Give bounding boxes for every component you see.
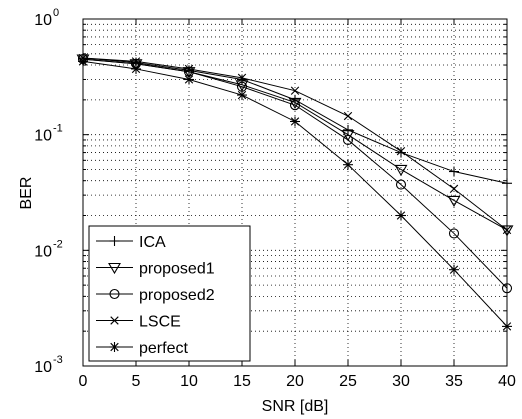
y-tick-label-exponent: -1 <box>53 123 63 135</box>
legend-marker <box>109 342 120 352</box>
y-tick-label-base: 10 <box>34 359 52 376</box>
x-axis-title: SNR [dB] <box>262 398 329 415</box>
x-tick-label: 30 <box>392 373 410 390</box>
x-tick-label: 20 <box>286 373 304 390</box>
data-point-LSCE <box>396 146 406 156</box>
x-tick-label: 0 <box>79 373 88 390</box>
x-tick-label: 40 <box>498 373 516 390</box>
data-point-LSCE <box>131 57 141 66</box>
legend-box <box>88 225 251 362</box>
y-tick-label-base: 10 <box>34 128 52 145</box>
y-axis-title: BER <box>18 177 35 210</box>
data-point-LSCE <box>449 184 459 194</box>
x-tick-label: 5 <box>132 373 141 390</box>
data-point-perfect <box>131 63 141 74</box>
data-point-proposed1 <box>394 164 408 177</box>
data-point-proposed2 <box>342 134 354 146</box>
y-tick-label-exponent: 0 <box>53 7 59 19</box>
data-point-perfect <box>396 210 406 221</box>
y-tick-label-base: 10 <box>34 243 52 260</box>
x-tick-label: 35 <box>445 373 463 390</box>
data-point-ICA <box>237 74 247 85</box>
legend-marker <box>110 316 119 325</box>
y-tick-label-base: 10 <box>34 12 52 29</box>
data-point-LSCE <box>237 73 247 83</box>
data-point-ICA <box>449 166 459 177</box>
x-tick-label: 25 <box>339 373 357 390</box>
y-tick-label-exponent: -2 <box>53 238 63 250</box>
series-line-proposed2 <box>82 58 508 289</box>
y-tick-label-exponent: -3 <box>53 354 63 366</box>
data-point-perfect <box>343 159 353 170</box>
x-tick-label: 15 <box>233 373 251 390</box>
legend-item-proposed2: proposed2 <box>96 287 215 304</box>
data-point-proposed1 <box>341 130 355 142</box>
x-tick-label: 10 <box>180 373 198 390</box>
legend-item-ICA: ICA <box>96 234 166 251</box>
legend-item-perfect: perfect <box>96 340 188 357</box>
legend-label: proposed2 <box>139 287 215 304</box>
data-point-proposed2 <box>395 179 407 190</box>
data-point-ICA <box>290 94 300 105</box>
data-point-proposed2 <box>289 100 301 111</box>
data-point-perfect <box>290 116 300 127</box>
series-proposed1 <box>76 54 514 237</box>
legend: ICA proposed1 proposed2 LSCE perfect <box>88 225 251 362</box>
data-point-perfect <box>237 90 247 101</box>
series-line-proposed1 <box>82 58 508 231</box>
legend-marker <box>109 236 120 246</box>
legend-label: LSCE <box>139 314 181 331</box>
data-point-ICA <box>343 124 353 135</box>
data-point-perfect <box>449 264 459 275</box>
legend-item-LSCE: LSCE <box>96 314 181 331</box>
legend-label: perfect <box>139 340 188 357</box>
data-point-perfect <box>184 74 194 85</box>
data-point-proposed1 <box>447 195 461 208</box>
legend-marker <box>108 262 121 275</box>
legend-label: proposed1 <box>139 261 215 278</box>
legend-item-proposed1: proposed1 <box>96 261 215 278</box>
data-point-proposed1 <box>288 97 302 110</box>
data-point-LSCE <box>343 111 353 121</box>
data-point-ICA <box>396 147 406 158</box>
legend-label: ICA <box>139 234 166 251</box>
data-point-LSCE <box>184 64 194 74</box>
data-point-LSCE <box>290 86 300 95</box>
legend-marker <box>109 288 120 300</box>
data-point-proposed2 <box>448 228 460 239</box>
series-layer <box>76 53 514 332</box>
